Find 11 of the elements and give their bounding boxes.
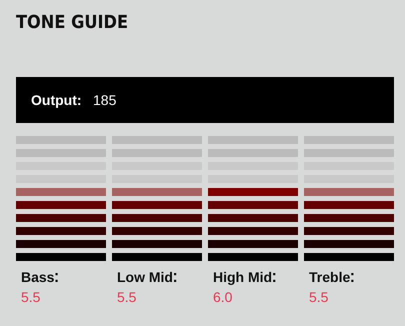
data-label: 5.5 xyxy=(117,289,137,305)
category-label: Low Mid xyxy=(117,269,173,285)
text: 185 xyxy=(93,92,117,108)
category-label: Bass xyxy=(21,269,55,285)
category-label: High Mid xyxy=(213,269,272,285)
data-label: 6.0 xyxy=(213,289,233,305)
text: TONE GUIDE xyxy=(16,12,128,33)
text: Output: xyxy=(31,92,82,108)
data-label: 5.5 xyxy=(309,289,329,305)
category-label: Treble xyxy=(309,269,350,285)
data-label: 5.5 xyxy=(21,289,41,305)
